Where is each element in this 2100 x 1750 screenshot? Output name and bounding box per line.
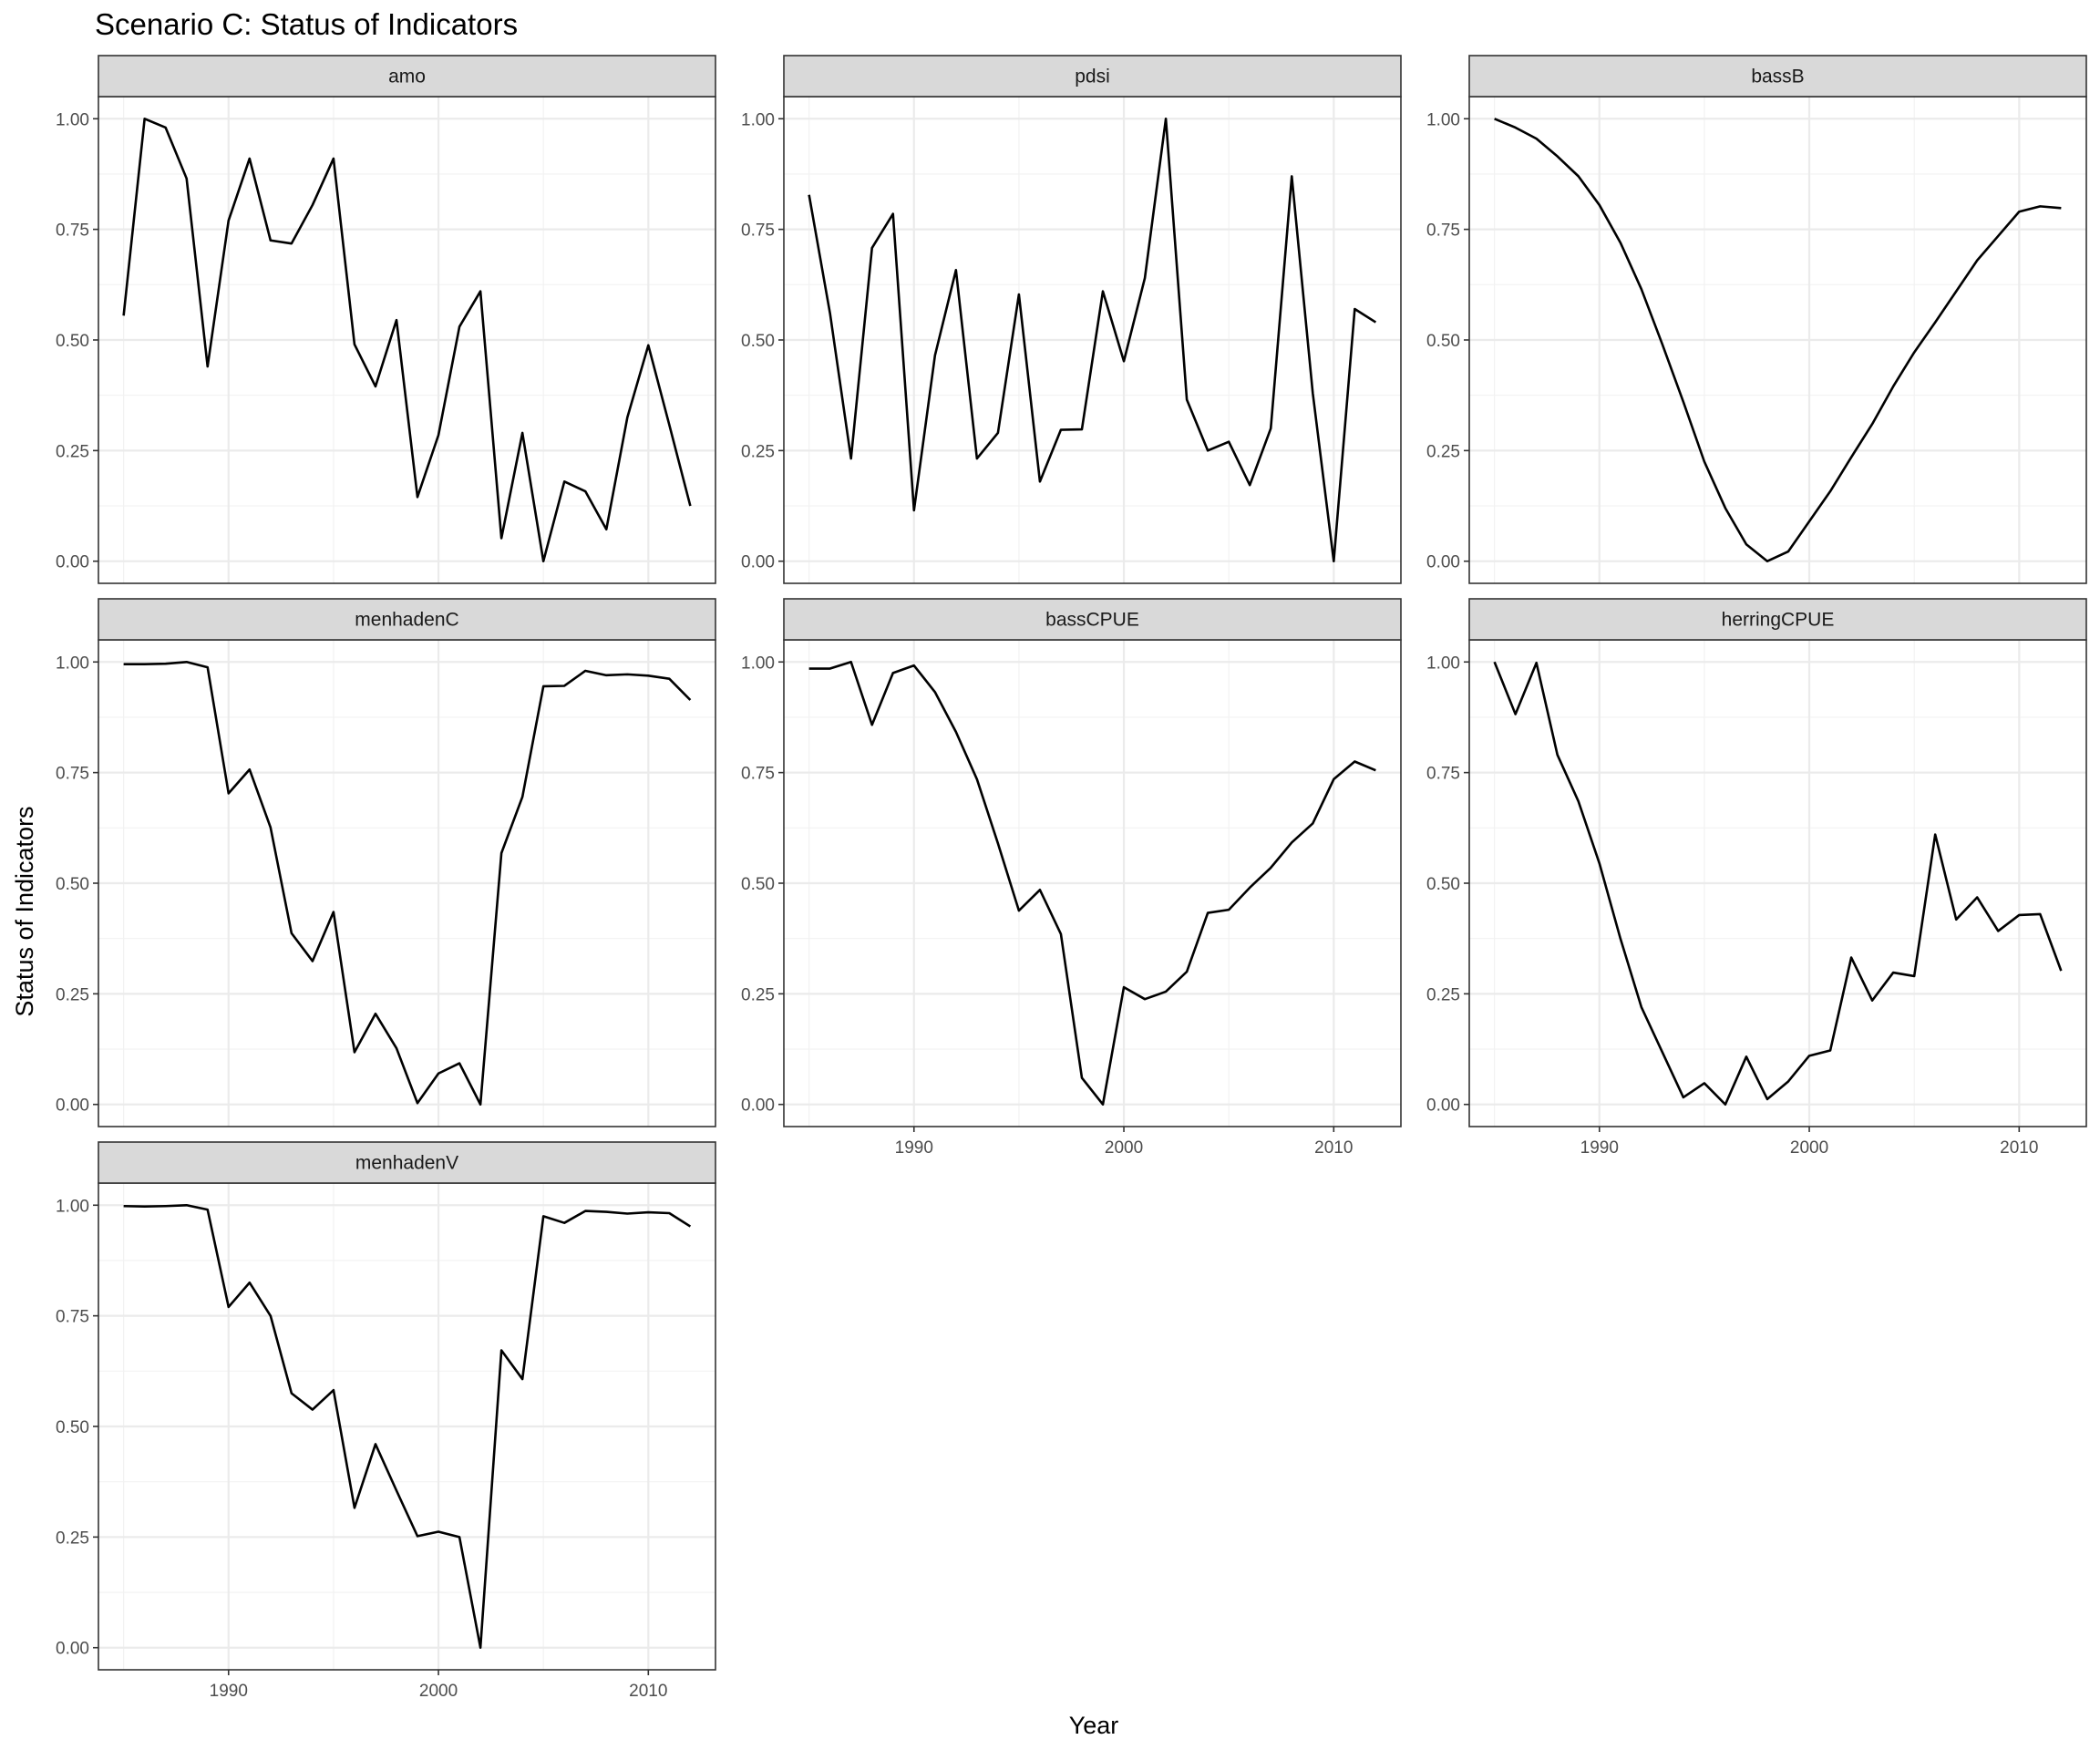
y-tick-label: 0.00 bbox=[741, 553, 775, 572]
series-line-bassCPUE bbox=[808, 660, 1376, 1107]
series-line-menhadenC bbox=[123, 660, 692, 1107]
y-tick-label: 1.00 bbox=[741, 110, 775, 129]
y-axis-title: Status of Indicators bbox=[11, 806, 38, 1016]
facet-strip bbox=[1468, 55, 2087, 98]
y-tick-label: 0.75 bbox=[56, 221, 89, 241]
y-tick-label: 1.00 bbox=[56, 654, 89, 673]
y-tick-label: 1.00 bbox=[1426, 654, 1460, 673]
series-line-pdsi bbox=[808, 117, 1377, 563]
chart-title: Scenario C: Status of Indicators bbox=[95, 7, 518, 41]
y-tick-label: 1.00 bbox=[741, 654, 775, 673]
x-tick-label: 2010 bbox=[1314, 1138, 1353, 1158]
x-tick-label: 2000 bbox=[1105, 1138, 1143, 1158]
facet-panel-bassB: bassB 0.00 0.25 0.50 0.75 1.00 bbox=[1426, 55, 2087, 584]
y-tick-label: 0.75 bbox=[741, 221, 775, 241]
y-tick-label: 0.00 bbox=[741, 1096, 775, 1116]
y-tick-label: 0.50 bbox=[741, 332, 775, 351]
x-tick-label: 1990 bbox=[210, 1682, 248, 1701]
series-line-amo bbox=[122, 117, 692, 563]
y-tick-label: 0.00 bbox=[1426, 553, 1460, 572]
series-line-herringCPUE bbox=[1493, 661, 2063, 1107]
y-tick-label: 0.25 bbox=[741, 985, 775, 1004]
y-tick-label: 0.75 bbox=[56, 1308, 89, 1327]
y-tick-label: 0.50 bbox=[56, 875, 89, 894]
y-tick-label: 0.50 bbox=[1426, 875, 1460, 894]
y-tick-label: 0.25 bbox=[1426, 442, 1460, 461]
y-tick-label: 0.25 bbox=[56, 1529, 89, 1548]
y-tick-label: 0.00 bbox=[56, 1096, 89, 1116]
x-axis-title: Year bbox=[1069, 1712, 1119, 1739]
facet-strip-label: menhadenC bbox=[355, 610, 458, 631]
series-line-bassB bbox=[1494, 118, 2062, 563]
facet-panel-amo: amo 0.00 0.25 0.50 0.75 1.00 bbox=[56, 55, 716, 584]
x-tick-label: 1990 bbox=[1580, 1138, 1619, 1158]
facet-strip bbox=[98, 598, 716, 641]
facet-strip-label: amo bbox=[388, 67, 426, 88]
y-tick-label: 0.75 bbox=[56, 765, 89, 784]
facet-panel-menhadenV: menhadenV 0.00 0.25 0.50 0.75 1.00 1990 2000 201… bbox=[56, 1141, 716, 1701]
y-tick-label: 0.25 bbox=[741, 442, 775, 461]
facet-panel-menhadenC: menhadenC 0.00 0.25 0.50 0.75 1.00 bbox=[56, 598, 716, 1127]
facet-strip-label: bassB bbox=[1751, 67, 1804, 88]
x-tick-label: 2000 bbox=[419, 1682, 458, 1701]
y-tick-label: 0.50 bbox=[741, 875, 775, 894]
y-tick-label: 0.50 bbox=[1426, 332, 1460, 351]
y-tick-label: 0.75 bbox=[1426, 221, 1460, 241]
x-tick-label: 1990 bbox=[895, 1138, 933, 1158]
facet-strip bbox=[783, 598, 1402, 641]
facet-strip bbox=[98, 55, 716, 98]
facet-panel-pdsi: pdsi 0.00 0.25 0.50 0.75 1.00 bbox=[741, 55, 1402, 584]
facet-strip bbox=[98, 1141, 716, 1184]
facet-panel-bassCPUE: bassCPUE 0.00 0.25 0.50 0.75 1.00 1990 2000 2010 bbox=[741, 598, 1402, 1158]
facet-panel-herringCPUE: herringCPUE 0.00 0.25 0.50 0.75 1.00 1990 2000 2… bbox=[1426, 598, 2087, 1158]
y-tick-label: 0.75 bbox=[741, 765, 775, 784]
facet-panels: amo 0.00 0.25 0.50 0.75 1.00 pdsi 0.00 0.25 0.50 0… bbox=[56, 55, 2087, 1701]
y-tick-label: 1.00 bbox=[56, 1197, 89, 1216]
facet-strip-label: menhadenV bbox=[355, 1153, 458, 1174]
series-line-menhadenV bbox=[123, 1203, 692, 1650]
y-tick-label: 0.00 bbox=[1426, 1096, 1460, 1116]
y-tick-label: 0.25 bbox=[1426, 985, 1460, 1004]
y-tick-label: 0.75 bbox=[1426, 765, 1460, 784]
y-tick-label: 0.50 bbox=[56, 1418, 89, 1437]
y-tick-label: 0.25 bbox=[56, 442, 89, 461]
x-tick-label: 2010 bbox=[629, 1682, 667, 1701]
y-tick-label: 0.00 bbox=[56, 553, 89, 572]
y-tick-label: 0.00 bbox=[56, 1640, 89, 1659]
x-tick-label: 2010 bbox=[2000, 1138, 2038, 1158]
x-tick-label: 2000 bbox=[1790, 1138, 1828, 1158]
facet-strip-label: herringCPUE bbox=[1722, 610, 1835, 631]
facet-strip-label: bassCPUE bbox=[1045, 610, 1139, 631]
y-tick-label: 1.00 bbox=[1426, 110, 1460, 129]
y-tick-label: 0.25 bbox=[56, 985, 89, 1004]
facet-strip bbox=[783, 55, 1402, 98]
y-tick-label: 1.00 bbox=[56, 110, 89, 129]
facet-strip-label: pdsi bbox=[1075, 67, 1110, 88]
facet-strip bbox=[1468, 598, 2087, 641]
y-tick-label: 0.50 bbox=[56, 332, 89, 351]
